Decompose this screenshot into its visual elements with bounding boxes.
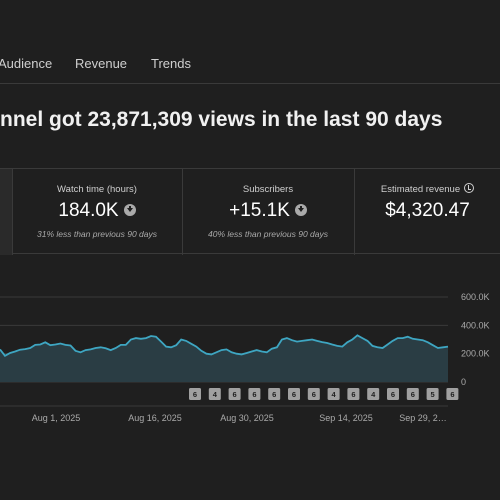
svg-text:6: 6: [312, 390, 316, 399]
upload-badge[interactable]: 6: [307, 388, 320, 400]
upload-badge[interactable]: 4: [327, 388, 340, 400]
svg-text:6: 6: [272, 390, 276, 399]
page-headline: nnel got 23,871,309 views in the last 90…: [0, 108, 443, 131]
metric-card-subscribers[interactable]: Subscribers +15.1K 40% less than previou…: [183, 169, 353, 255]
area-fill: [0, 335, 448, 382]
svg-text:6: 6: [233, 390, 237, 399]
svg-text:6: 6: [351, 390, 355, 399]
metric-card-revenue[interactable]: Estimated revenue $4,320.47: [355, 169, 500, 255]
svg-text:6: 6: [391, 390, 395, 399]
upload-badge[interactable]: 6: [268, 388, 281, 400]
metric-value-text: 184.0K: [58, 200, 119, 221]
clock-icon[interactable]: [464, 183, 475, 194]
x-tick-label: Aug 16, 2025: [128, 413, 182, 423]
x-tick-label: Aug 1, 2025: [32, 413, 81, 423]
upload-badge[interactable]: 6: [189, 388, 201, 400]
card-divider: [182, 169, 183, 255]
metric-value-text: +15.1K: [229, 200, 290, 221]
metric-value: 184.0K: [13, 200, 181, 222]
upload-badge[interactable]: 6: [228, 388, 241, 400]
card-divider: [12, 169, 13, 255]
svg-text:4: 4: [371, 390, 376, 399]
upload-badge[interactable]: 6: [387, 388, 399, 400]
x-tick-label: Aug 30, 2025: [220, 413, 274, 423]
metric-cards: Watch time (hours) 184.0K 31% less than …: [0, 168, 500, 255]
metric-label-text: Estimated revenue: [380, 184, 461, 195]
svg-text:4: 4: [213, 390, 218, 399]
views-chart[interactable]: 600.0K 400.0K 200.0K 0 6 4 6 6 6 6 6 4 6 4 6 6 5 6 Aug 1, …: [0, 254, 500, 500]
tab-audience[interactable]: Audience: [0, 56, 53, 71]
arrow-down-circle-icon: [123, 204, 136, 216]
svg-text:5: 5: [431, 390, 435, 399]
series-line: [0, 334, 449, 357]
metric-card-views[interactable]: [0, 169, 12, 255]
upload-badge[interactable]: 4: [367, 388, 380, 400]
metric-value-text: $4,320.47: [385, 200, 470, 221]
arrow-down-circle-icon: [294, 204, 307, 216]
tab-revenue[interactable]: Revenue: [75, 56, 128, 71]
metric-card-watch-time[interactable]: Watch time (hours) 184.0K 31% less than …: [13, 169, 181, 255]
svg-text:6: 6: [411, 390, 415, 399]
upload-badge[interactable]: 4: [208, 388, 221, 400]
upload-badge[interactable]: 6: [288, 388, 300, 400]
metric-label: Estimated revenue: [355, 183, 500, 195]
x-tick-label: Sep 29, 2…: [399, 413, 447, 423]
tab-trends[interactable]: Trends: [151, 56, 191, 71]
x-tick-label: Sep 14, 2025: [319, 413, 373, 423]
y-tick-label: 200.0K: [461, 349, 490, 359]
svg-text:6: 6: [252, 390, 256, 399]
metric-label: Watch time (hours): [57, 184, 137, 195]
metric-comparison: 31% less than previous 90 days: [36, 229, 158, 239]
upload-badge[interactable]: 6: [446, 388, 459, 400]
card-divider: [354, 169, 355, 255]
svg-text:4: 4: [332, 390, 337, 399]
svg-text:6: 6: [292, 390, 296, 399]
upload-badge[interactable]: 6: [406, 388, 419, 400]
svg-text:6: 6: [450, 390, 454, 399]
y-tick-label: 400.0K: [461, 320, 490, 330]
metric-label: Subscribers: [242, 184, 294, 195]
tab-bar: Audience Revenue Trends: [0, 0, 500, 84]
metric-value: $4,320.47: [355, 200, 500, 222]
upload-badge[interactable]: 6: [248, 388, 261, 400]
y-tick-label: 0: [461, 377, 466, 387]
upload-badge[interactable]: 6: [347, 388, 360, 400]
metric-comparison: 40% less than previous 90 days: [207, 229, 329, 239]
y-tick-label: 600.0K: [461, 292, 490, 302]
svg-text:6: 6: [193, 390, 197, 399]
upload-badge[interactable]: 5: [426, 388, 439, 400]
metric-value: +15.1K: [183, 200, 353, 222]
